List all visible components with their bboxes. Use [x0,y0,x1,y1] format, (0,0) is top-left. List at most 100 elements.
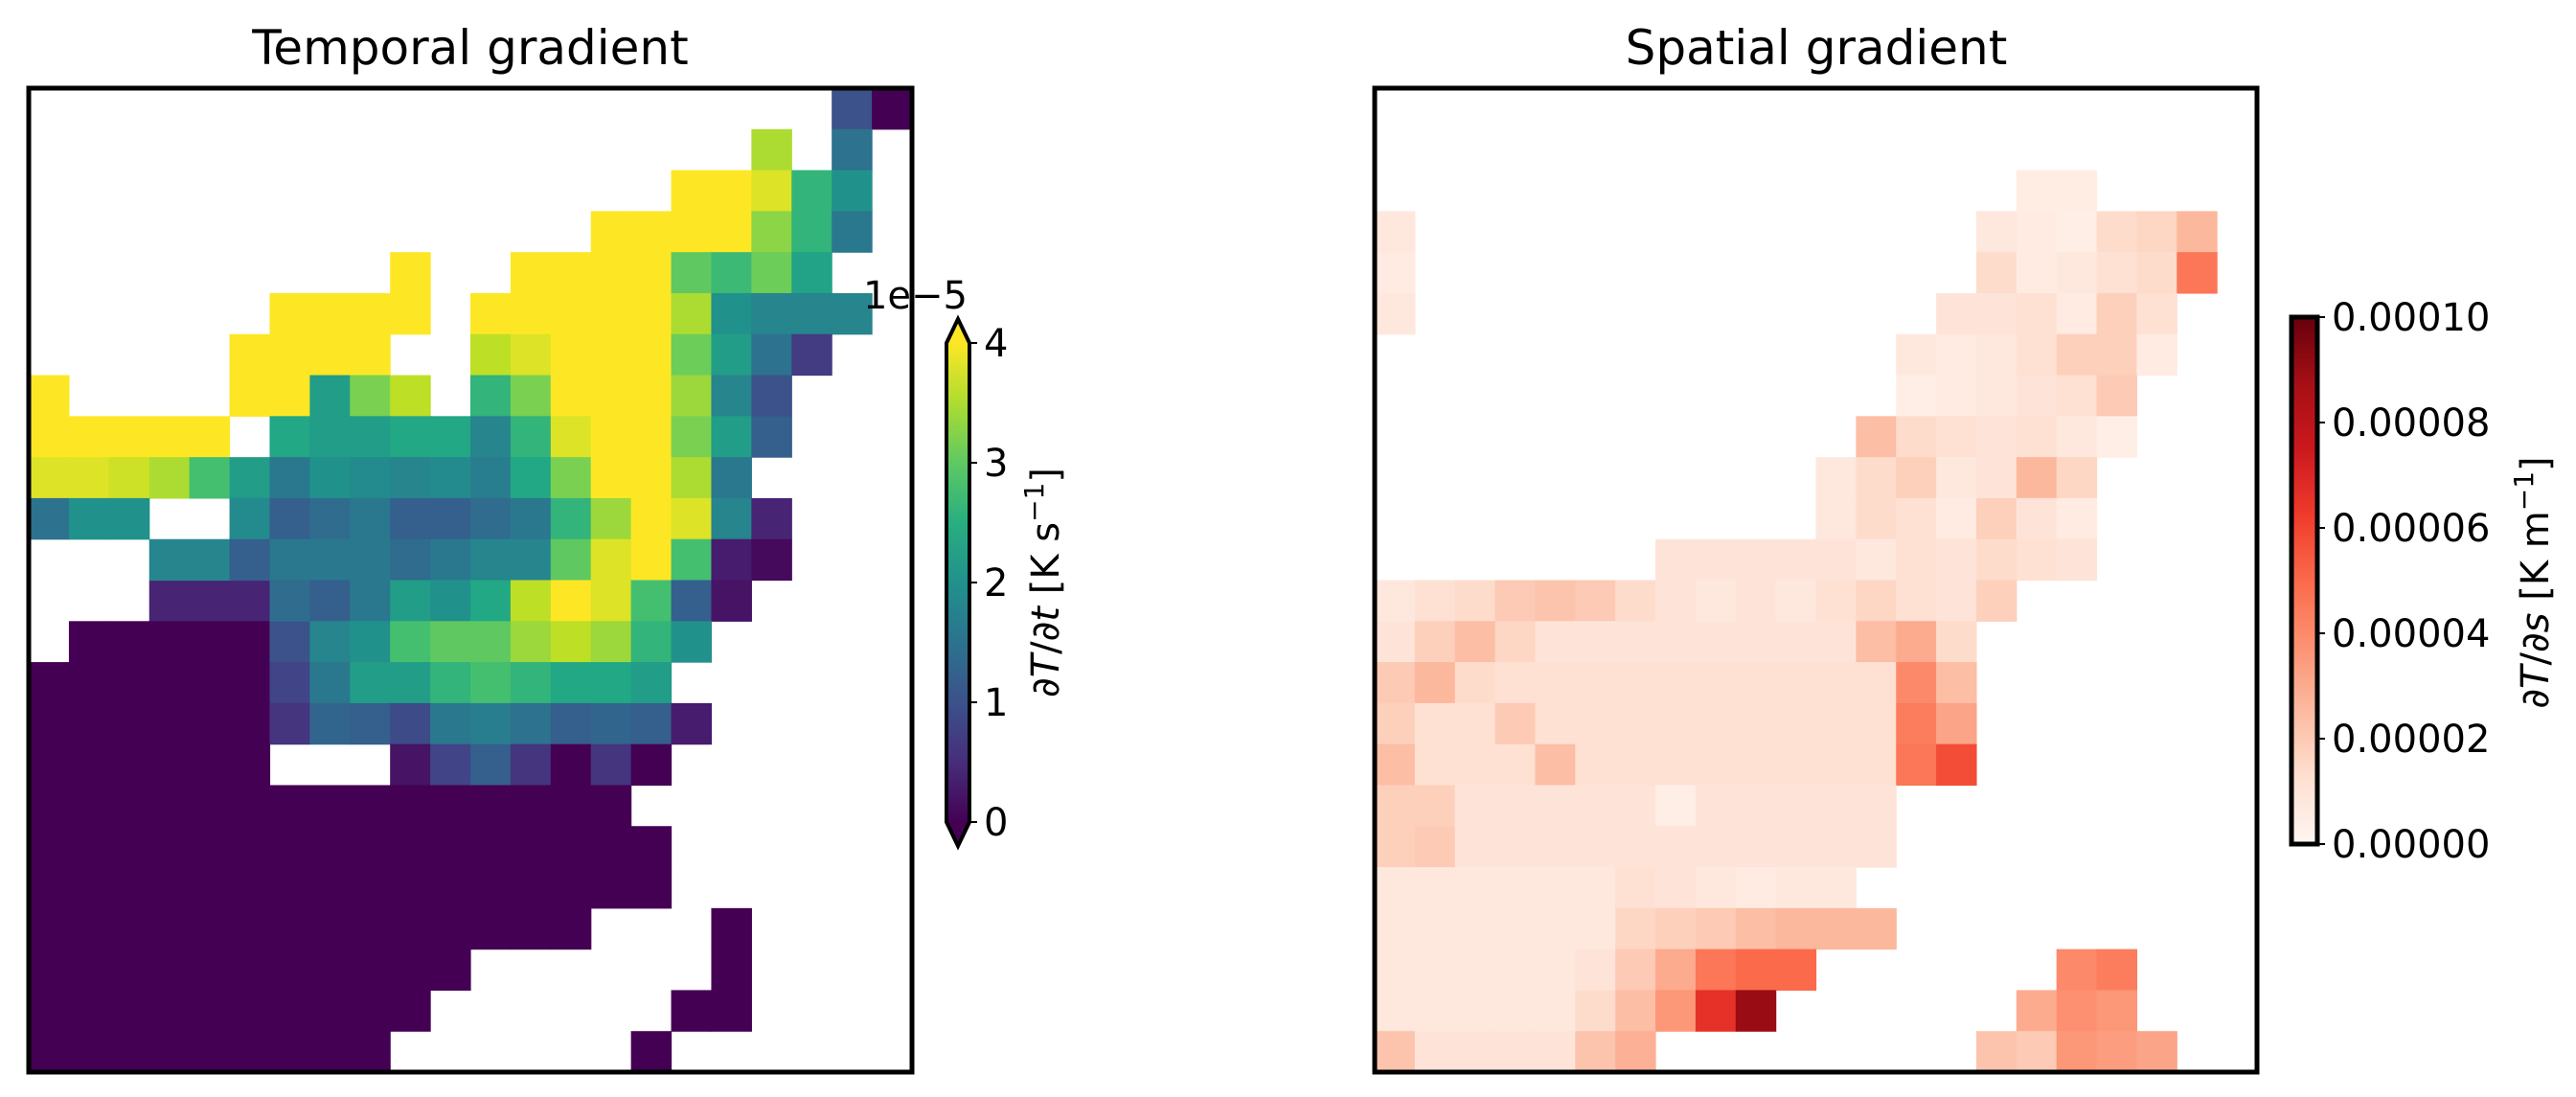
heatmap-cell [1375,702,1416,745]
heatmap-cell [29,702,70,745]
heatmap-cell [630,867,672,909]
heatmap-cell [2016,211,2058,253]
heatmap-cell [1535,1031,1576,1072]
heatmap-cell [108,662,150,704]
heatmap-cell [470,538,512,582]
heatmap-cell [1735,538,1777,582]
heatmap-cell [2056,538,2098,582]
heatmap-cell [711,375,752,417]
heatmap-cell [711,580,752,622]
heatmap-cell [590,702,632,745]
heatmap-cell [791,170,832,212]
heatmap-cell [269,292,310,335]
heatmap-cell [108,867,150,909]
heatmap-cell [1936,497,1977,540]
heatmap-cell [1494,702,1537,745]
heatmap-cell [309,907,351,950]
heatmap-cell [189,826,231,868]
heatmap-cell [1494,785,1537,827]
heatmap-cell [1414,990,1456,1032]
heatmap-cell [430,907,471,950]
heatmap-cell [671,990,713,1032]
heatmap-cell [590,867,632,909]
heatmap-cell [1695,907,1737,950]
heatmap-cell [2016,375,2058,417]
heatmap-cell [1775,785,1817,827]
heatmap-cell [1375,826,1416,868]
heatmap-cell [148,826,191,868]
heatmap-cell [2016,252,2058,294]
heatmap-cell [189,867,231,909]
colorbar-tick-label: 1 [984,681,1008,725]
heatmap-cell [550,252,592,294]
heatmap-cell [671,170,713,212]
heatmap-cell [390,292,431,335]
heatmap-cell [1856,538,1897,582]
heatmap-cell [390,662,431,704]
heatmap-cell [590,580,632,622]
heatmap-cell [550,292,592,335]
heatmap-cell [1815,785,1857,827]
heatmap-cell [309,580,351,622]
heatmap-cell [2057,1072,2097,1097]
heatmap-cell [1615,785,1656,827]
heatmap-cell [1494,621,1537,663]
heatmap-cell [269,990,310,1032]
heatmap-cell [1735,580,1777,622]
heatmap-cell [1414,621,1456,663]
heatmap-cell [29,907,70,950]
heatmap-cell [1815,907,1857,950]
heatmap-cell [229,948,271,992]
heatmap-cell [68,948,110,992]
heatmap-cell [2016,990,2058,1032]
heatmap-cell [671,292,713,335]
heatmap-cell [2136,252,2177,294]
heatmap-cell [229,538,271,582]
heatmap-cell [1495,1072,1536,1097]
heatmap-cell [1575,1072,1615,1097]
heatmap-cell [630,375,672,417]
heatmap-cell [1535,621,1576,663]
heatmap-cell [2016,1031,2058,1072]
heatmap-cell [630,1031,672,1072]
colorbar-tick-label: 0.00000 [2332,823,2490,867]
heatmap-cell [711,457,752,499]
heatmap-cell [751,497,792,540]
heatmap-cell [1454,662,1496,704]
heatmap-cell [309,292,351,335]
heatmap-cell [229,743,271,787]
heatmap-cell [470,785,512,827]
heatmap-cell [1494,948,1537,992]
heatmap-cell [1575,743,1616,787]
heatmap-cell [1575,621,1616,663]
heatmap-cell [550,497,592,540]
heatmap-cell [1735,990,1777,1032]
heatmap-cell [1375,211,1416,253]
heatmap-cell [350,333,391,377]
heatmap-cell [630,416,672,458]
heatmap-cell [1735,662,1777,704]
heatmap-cell [269,538,310,582]
heatmap-cell [470,580,512,622]
heatmap-cell [269,907,310,950]
heatmap-cell [390,948,431,992]
heatmap-cell [68,743,110,787]
heatmap-cell [2136,333,2177,377]
heatmap-cell [29,497,70,540]
heatmap-cell [1494,1031,1537,1072]
heatmap-cell [350,990,391,1032]
heatmap-cell [430,743,471,787]
heatmap-cell [2016,292,2058,335]
heatmap-cell [269,826,310,868]
heatmap-cell [1655,621,1697,663]
heatmap-cell [1896,375,1937,417]
heatmap-cell [2016,457,2058,499]
heatmap-cell [1775,948,1817,992]
heatmap-cell [2017,1072,2057,1097]
heatmap-cell [1414,743,1456,787]
heatmap-cell [751,252,792,294]
heatmap-cell [29,375,70,417]
heatmap-cell [1655,990,1697,1032]
heatmap-cell [590,292,632,335]
heatmap-cell [711,170,752,212]
